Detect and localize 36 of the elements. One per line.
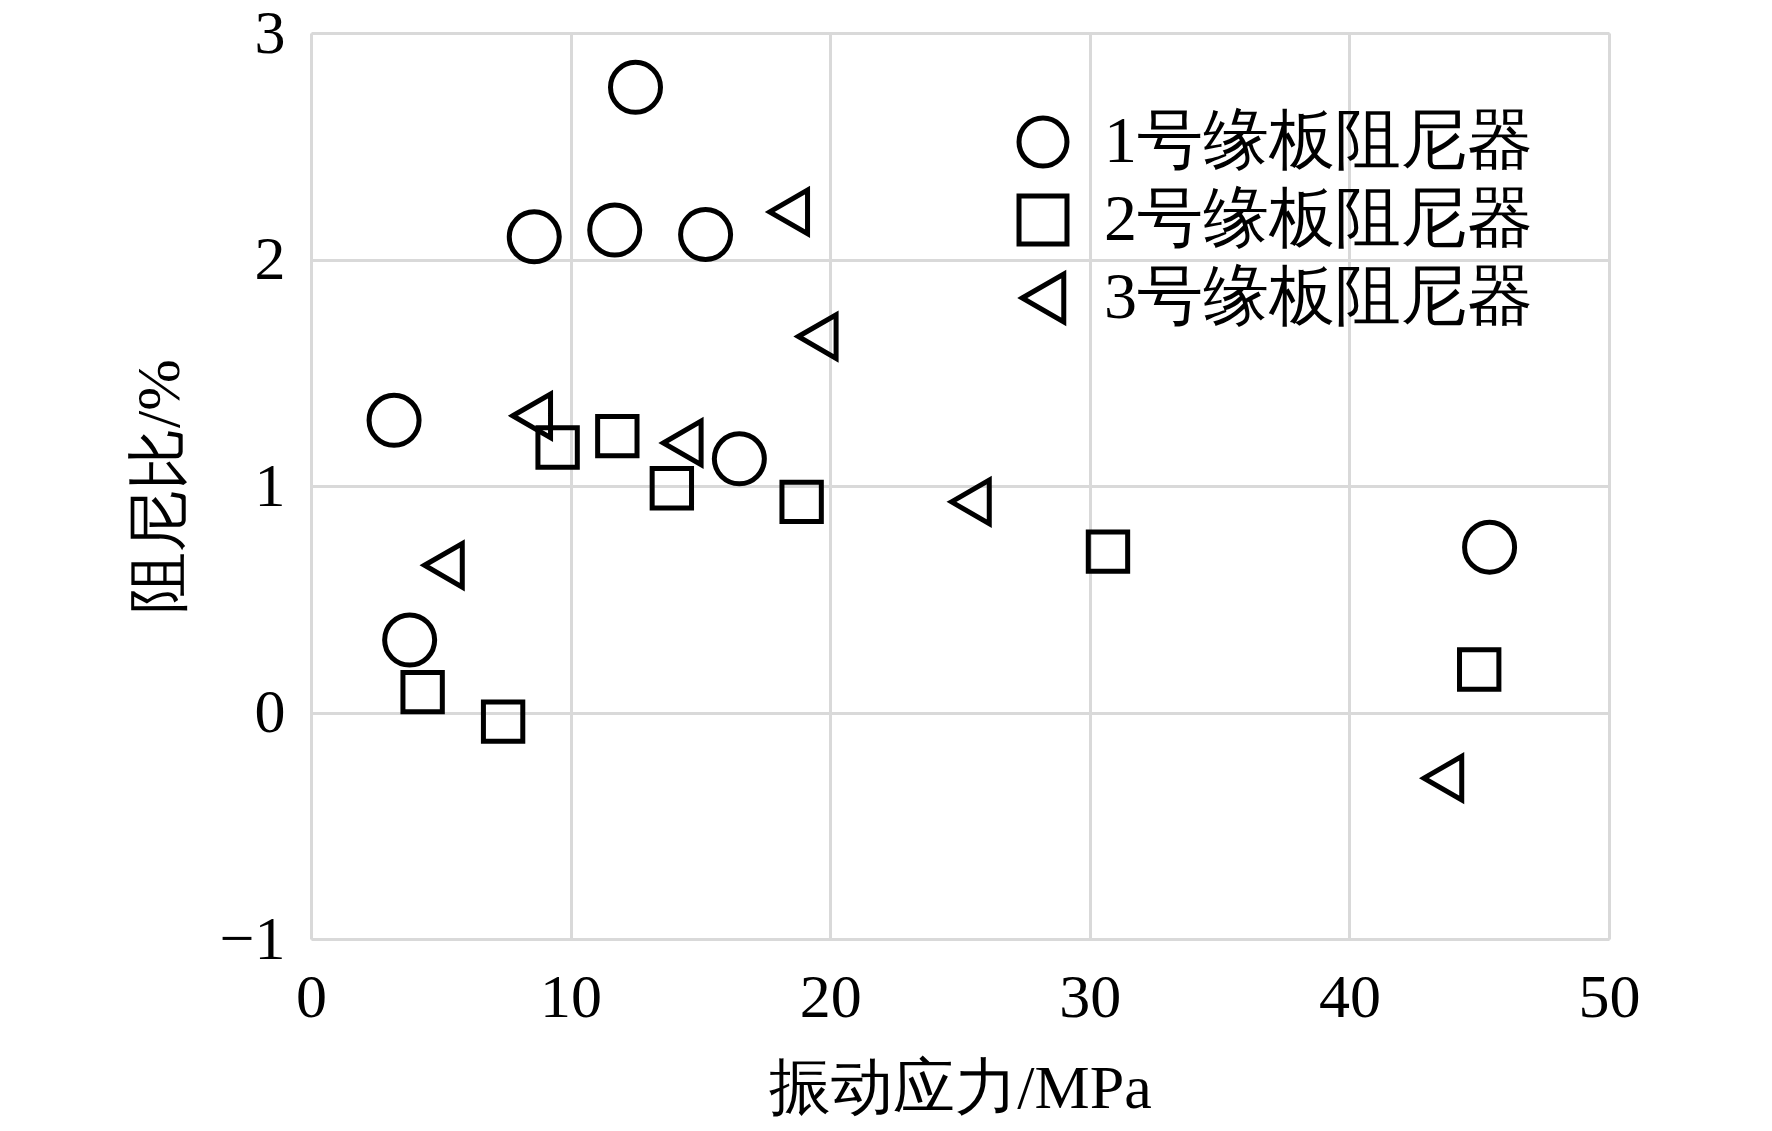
point	[1457, 647, 1502, 692]
x-tick-label: 40	[1318, 961, 1381, 1030]
point	[1419, 752, 1465, 805]
x-tick-label: 30	[1059, 961, 1122, 1030]
point	[649, 466, 695, 511]
legend-label: 1号缘板阻尼器	[1104, 103, 1533, 176]
point	[480, 699, 526, 744]
point	[1462, 519, 1518, 575]
x-tick-label: 50	[1578, 961, 1641, 1030]
x-axis-title: 振动应力/MPa	[769, 1052, 1152, 1121]
point	[382, 612, 438, 668]
point	[765, 185, 811, 238]
y-tick-label: −1	[219, 903, 286, 972]
point	[608, 59, 663, 115]
point	[1085, 529, 1131, 574]
y-tick-label: 1	[254, 450, 286, 519]
x-tick-label: 10	[540, 961, 603, 1030]
point	[510, 391, 554, 441]
point	[779, 479, 824, 525]
point	[793, 310, 839, 363]
point	[678, 207, 734, 263]
point	[711, 431, 767, 487]
y-tick-label: 2	[254, 224, 286, 292]
y-tick-label: 0	[254, 677, 286, 745]
point	[595, 413, 640, 459]
point	[658, 416, 704, 469]
point	[400, 669, 445, 715]
legend-label: 2号缘板阻尼器	[1104, 181, 1533, 254]
point	[535, 425, 580, 470]
y-tick-label: 3	[254, 0, 286, 66]
x-tick-label: 20	[799, 961, 862, 1030]
point	[506, 209, 562, 265]
point	[587, 202, 643, 258]
y-axis-title: 阻尼比/%	[123, 359, 192, 614]
point	[366, 392, 422, 448]
legend-label: 3号缘板阻尼器	[1104, 259, 1533, 332]
